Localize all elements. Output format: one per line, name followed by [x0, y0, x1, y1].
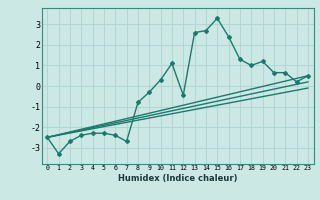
- X-axis label: Humidex (Indice chaleur): Humidex (Indice chaleur): [118, 174, 237, 183]
